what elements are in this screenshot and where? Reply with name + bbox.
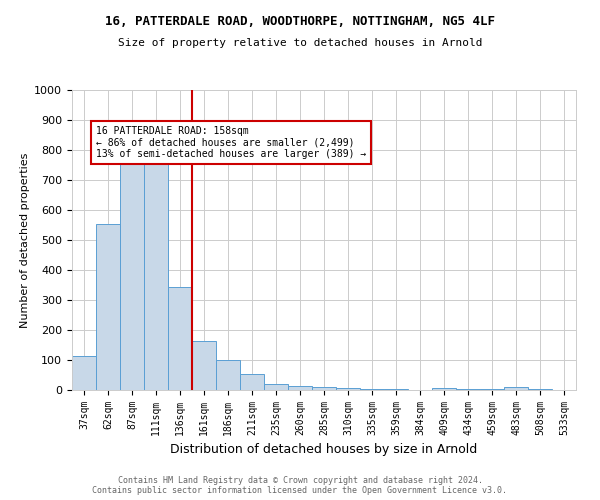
Bar <box>192 341 216 390</box>
Bar <box>240 374 264 390</box>
Bar <box>360 388 384 390</box>
Bar <box>216 360 240 390</box>
Bar <box>264 384 288 390</box>
Bar <box>312 387 336 390</box>
Y-axis label: Number of detached properties: Number of detached properties <box>20 152 30 328</box>
Text: 16 PATTERDALE ROAD: 158sqm
← 86% of detached houses are smaller (2,499)
13% of s: 16 PATTERDALE ROAD: 158sqm ← 86% of deta… <box>96 126 366 159</box>
Bar <box>72 356 96 390</box>
Bar <box>96 224 120 390</box>
Bar <box>456 389 480 390</box>
Text: Contains HM Land Registry data © Crown copyright and database right 2024.
Contai: Contains HM Land Registry data © Crown c… <box>92 476 508 495</box>
Bar <box>504 387 528 390</box>
Bar <box>144 162 168 390</box>
X-axis label: Distribution of detached houses by size in Arnold: Distribution of detached houses by size … <box>170 444 478 456</box>
Bar <box>288 386 312 390</box>
Bar <box>168 287 192 390</box>
Text: Size of property relative to detached houses in Arnold: Size of property relative to detached ho… <box>118 38 482 48</box>
Bar <box>528 389 552 390</box>
Bar <box>120 158 144 390</box>
Bar <box>336 388 360 390</box>
Bar <box>384 389 408 390</box>
Bar <box>432 388 456 390</box>
Text: 16, PATTERDALE ROAD, WOODTHORPE, NOTTINGHAM, NG5 4LF: 16, PATTERDALE ROAD, WOODTHORPE, NOTTING… <box>105 15 495 28</box>
Bar <box>480 389 504 390</box>
